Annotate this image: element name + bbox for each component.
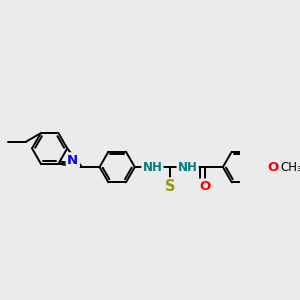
Text: NH: NH — [142, 160, 162, 173]
Text: O: O — [200, 180, 211, 193]
Text: O: O — [68, 154, 79, 166]
Text: NH: NH — [178, 160, 198, 173]
Text: N: N — [67, 154, 78, 167]
Text: S: S — [165, 179, 175, 194]
Text: O: O — [267, 160, 278, 173]
Text: CH₃: CH₃ — [280, 161, 300, 174]
